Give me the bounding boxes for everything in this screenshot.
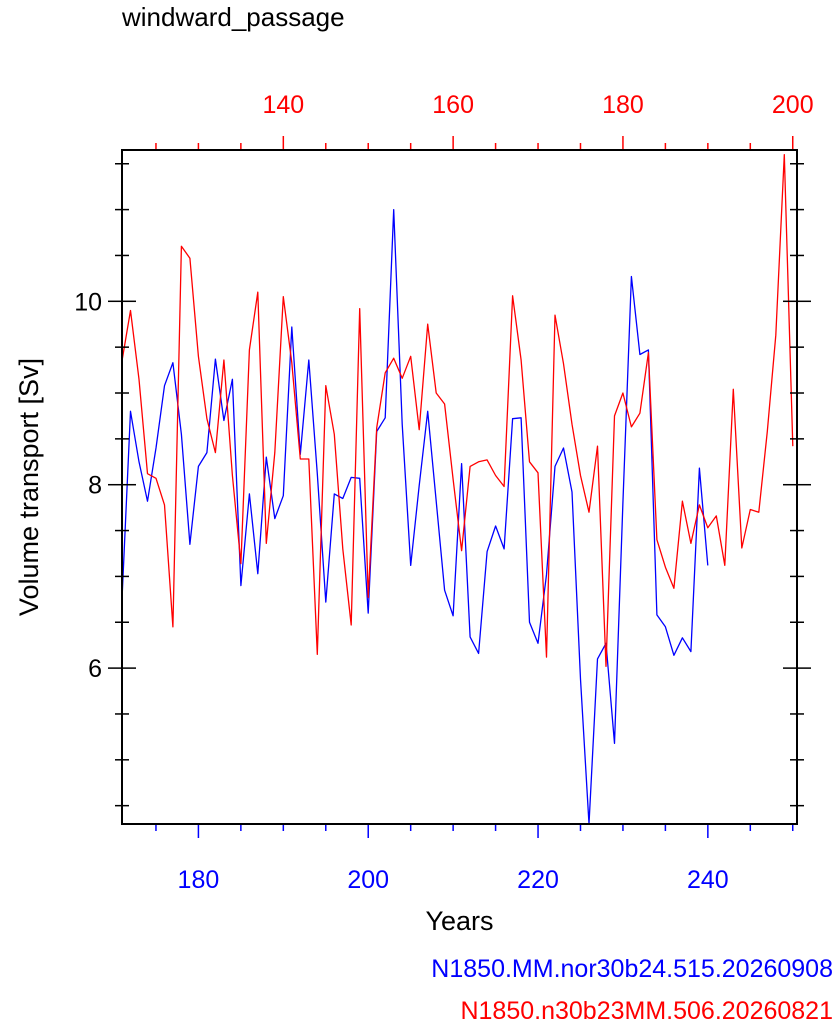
x-bottom-tick-label: 180 xyxy=(178,866,220,894)
x-top-tick-label: 180 xyxy=(602,91,644,119)
plot-frame xyxy=(121,149,798,825)
x-bottom-tick-label: 200 xyxy=(347,866,389,894)
y-tick-label: 10 xyxy=(74,288,102,316)
x-top-tick-label: 140 xyxy=(262,91,304,119)
legend-entry-blue: N1850.MM.nor30b24.515.20260908 xyxy=(431,955,833,983)
chart-title: windward_passage xyxy=(122,2,345,32)
x-bottom-tick-label: 240 xyxy=(687,866,729,894)
y-axis-label: Volume transport [Sv] xyxy=(14,358,44,616)
x-top-tick-label: 160 xyxy=(432,91,474,119)
x-bottom-tick-label: 220 xyxy=(517,866,559,894)
legend-entry-red: N1850.n30b23MM.506.20260821 xyxy=(460,997,833,1025)
y-tick-label: 6 xyxy=(88,655,102,683)
series-line-0 xyxy=(121,208,709,825)
series-line-1 xyxy=(121,153,794,667)
x-top-tick-label: 200 xyxy=(772,91,814,119)
y-tick-label: 8 xyxy=(88,472,102,500)
x-axis-label: Years xyxy=(425,906,493,936)
